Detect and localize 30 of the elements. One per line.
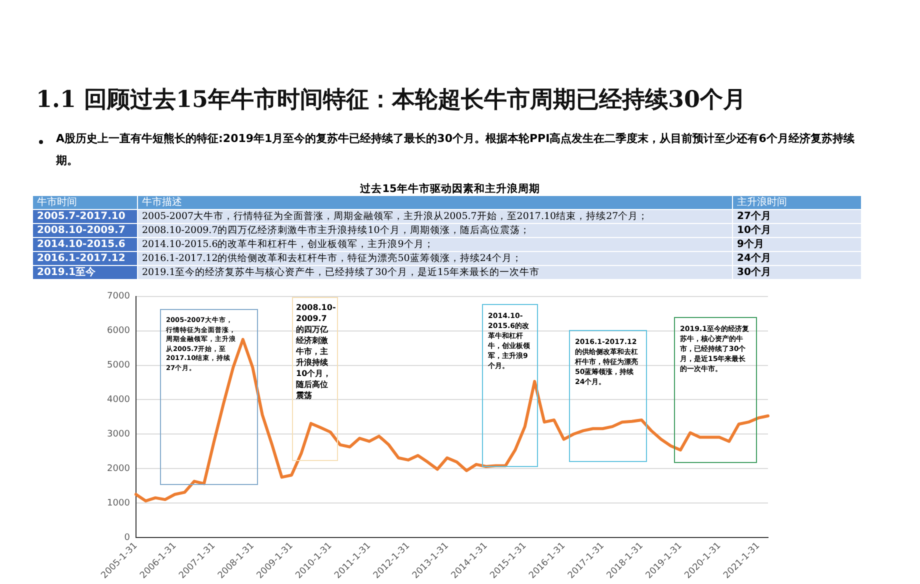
text: 牛市时间 [32,196,138,210]
text: 27个月 [732,210,862,224]
text: 9个月 [732,238,862,252]
text: 过去15年牛市驱动因素和主升浪周期 [359,182,541,196]
text: 2019.1至今 [32,266,138,280]
y-tick-label: 6000 [107,326,130,336]
note-frame: 2008.10-2009.7的四万亿经济刺激牛市，主升浪持续10个月，随后高位震荡 [292,297,338,461]
text: 2014.10-2015.6 [32,238,138,252]
text: 2016.1-2017.12 [32,252,138,266]
text: 2008.10-2009.7的四万亿经济刺激牛市主升浪持续10个月，周期领涨，随后高位震荡； [138,224,732,238]
chart-subtitle: A股历史上一直有牛短熊长的特征:2019年1月至今的复苏牛已经持续了最长的30个月。根据本轮PPI高点发生在二季度末，从目前预计至少还有6个月经济复苏持续期。 [55,131,856,169]
text: 30个月 [732,266,862,280]
y-tick-label: 4000 [107,395,130,406]
text: 主升浪时间 [732,196,862,210]
y-tick-label: 2000 [107,464,130,474]
y-tick-label: 3000 [107,429,130,440]
text: 10个月 [732,224,862,238]
text: 2014.10-2015.6的改革牛和杠杆牛，创业板领军，主升浪9个月； [138,238,732,252]
y-tick-label: 1000 [107,498,130,508]
text: 2005.7-2017.10 [32,210,138,224]
text: 2019.1至今的经济复苏牛与核心资产牛，已经持续了30个月，是近15年来最长的一次牛市 [138,266,732,280]
y-tick-label: 0 [124,532,130,543]
text: 2008.10-2009.7 [32,224,138,238]
chart-title: 1.1 回顾过去15年牛市时间特征：本轮超长牛市周期已经持续30个月 [36,85,746,115]
y-tick-label: 5000 [107,360,130,371]
y-tick-label: 7000 [107,292,130,302]
text: 牛市描述 [138,196,732,210]
text: 2016.1-2017.12的供给侧改革和去杠杆牛市，特征为漂亮50蓝筹领涨，持续24个月； [138,252,732,266]
text: 2005-2007大牛市，行情特征为全面普涨，周期金融领军，主升浪从2005.7开始，至2017.10结束，持续27个月； [138,210,732,224]
text: 24个月 [732,252,862,266]
